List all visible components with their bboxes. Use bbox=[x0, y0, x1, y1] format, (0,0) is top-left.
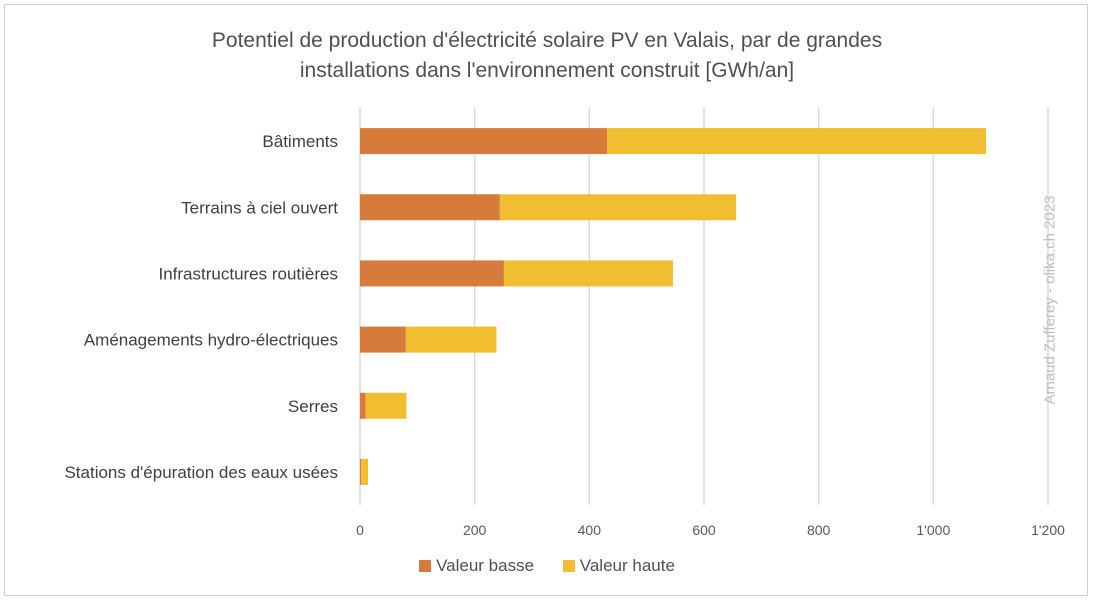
bar-low bbox=[360, 392, 366, 419]
chart-title: Potentiel de production d'électricité so… bbox=[0, 26, 1094, 86]
legend-item-low: Valeur basse bbox=[419, 556, 534, 576]
bar-low bbox=[360, 260, 504, 287]
bar-low bbox=[360, 326, 406, 353]
bar-high bbox=[503, 260, 674, 287]
legend-swatch-high bbox=[562, 560, 575, 572]
legend-label-high: Valeur haute bbox=[579, 556, 675, 575]
category-label: Aménagements hydro-électriques bbox=[84, 331, 338, 350]
category-label: Terrains à ciel ouvert bbox=[181, 198, 338, 217]
legend-swatch-low bbox=[419, 560, 432, 572]
x-tick-label: 400 bbox=[578, 522, 602, 538]
bar-high bbox=[361, 458, 369, 485]
x-tick-label: 200 bbox=[463, 522, 487, 538]
bar-high bbox=[607, 128, 987, 155]
category-label: Infrastructures routières bbox=[158, 264, 338, 283]
x-tick-label: 0 bbox=[356, 522, 364, 538]
credit-annotation: Arnaud Zufferey - olika.ch 2023 bbox=[1041, 195, 1059, 405]
bar-low bbox=[360, 458, 362, 485]
x-tick-label: 800 bbox=[807, 522, 831, 538]
bar-high bbox=[499, 194, 737, 221]
title-line-2: installations dans l'environnement const… bbox=[299, 59, 795, 82]
title-line-1: Potentiel de production d'électricité so… bbox=[211, 29, 883, 52]
legend-label-low: Valeur basse bbox=[436, 556, 535, 575]
chart-frame bbox=[4, 4, 1088, 596]
bar-high bbox=[365, 392, 407, 419]
bar-low bbox=[360, 128, 608, 155]
legend-item-high: Valeur haute bbox=[562, 556, 675, 576]
category-label: Stations d'épuration des eaux usées bbox=[64, 463, 338, 482]
x-tick-label: 1'200 bbox=[1031, 522, 1065, 538]
bar-low bbox=[360, 194, 500, 221]
legend: Valeur basse Valeur haute bbox=[0, 556, 1094, 576]
x-tick-label: 1'000 bbox=[916, 522, 950, 538]
category-label: Bâtiments bbox=[262, 132, 338, 151]
bar-high bbox=[405, 326, 497, 353]
x-tick-label: 600 bbox=[692, 522, 716, 538]
category-label: Serres bbox=[288, 397, 338, 416]
